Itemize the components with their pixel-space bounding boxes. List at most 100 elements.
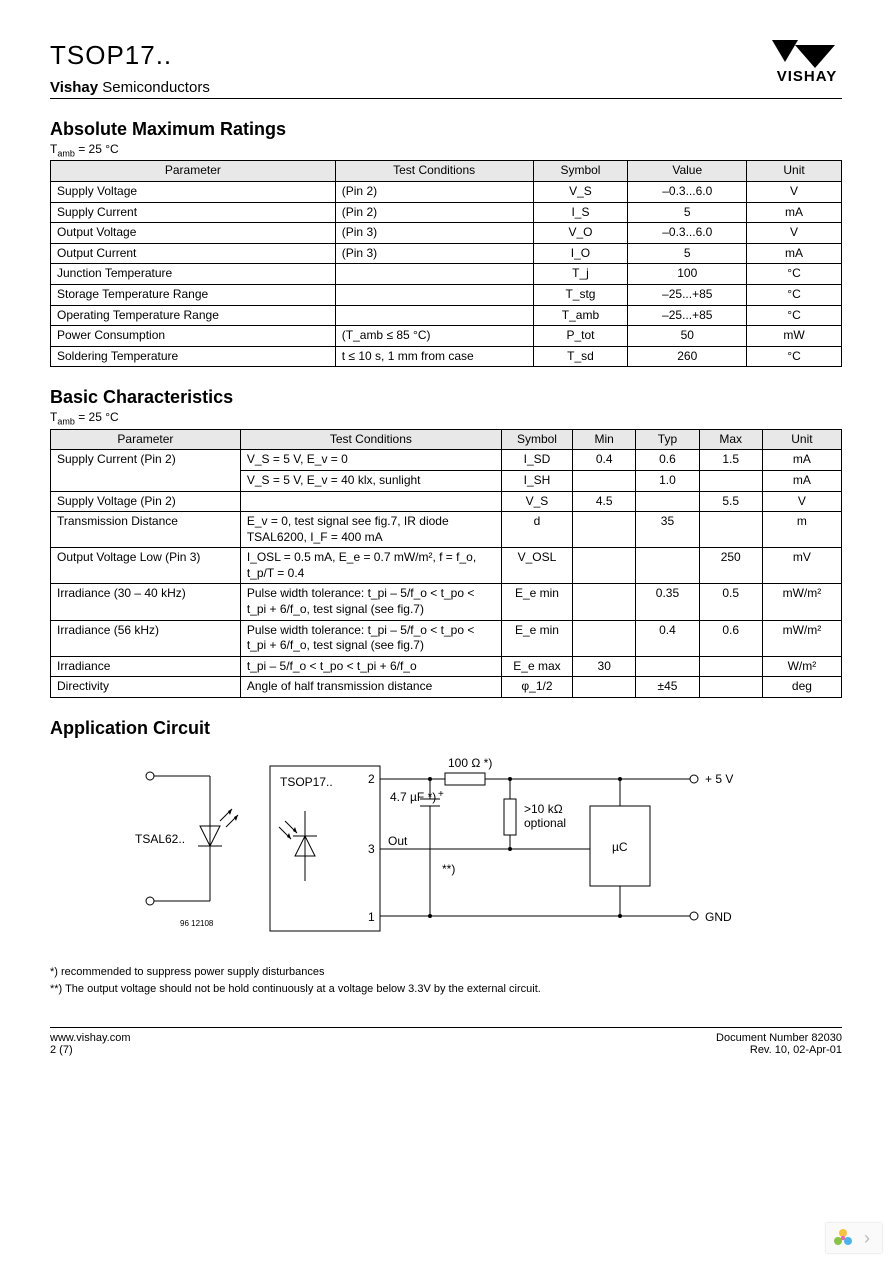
- page-header: TSOP17.. Vishay Semiconductors VISHAY: [50, 40, 842, 99]
- table-cell: I_SH: [501, 470, 572, 491]
- table-cell: °C: [747, 346, 842, 367]
- table-cell: 260: [628, 346, 747, 367]
- table-row: Supply Voltage(Pin 2)V_S–0.3...6.0V: [51, 181, 842, 202]
- section1-cond: Tamb = 25 °C: [50, 142, 842, 158]
- note-star-label: **): [442, 862, 455, 876]
- table-cell: mW/m²: [762, 584, 841, 620]
- gnd-label: GND: [705, 910, 732, 924]
- table-cell: t_pi – 5/f_o < t_po < t_pi + 6/f_o: [240, 656, 501, 677]
- table-cell: [699, 677, 762, 698]
- table-cell: Pulse width tolerance: t_pi – 5/f_o < t_…: [240, 584, 501, 620]
- flower-icon: [832, 1227, 854, 1249]
- table-cell: [335, 284, 533, 305]
- table-cell: [699, 470, 762, 491]
- table-cell: V_S = 5 V, E_v = 0: [240, 450, 501, 471]
- table-cell: 35: [636, 512, 699, 548]
- table-cell: °C: [747, 305, 842, 326]
- header-left: TSOP17.. Vishay Semiconductors: [50, 40, 210, 96]
- table-row: Power Consumption(T_amb ≤ 85 °C)P_tot50m…: [51, 326, 842, 347]
- table-cell: Transmission Distance: [51, 512, 241, 548]
- table-cell: V_S = 5 V, E_v = 40 klx, sunlight: [240, 470, 501, 491]
- table-cell: E_v = 0, test signal see fig.7, IR diode…: [240, 512, 501, 548]
- table-cell: [573, 584, 636, 620]
- table-cell: ±45: [636, 677, 699, 698]
- table-row: Irradiancet_pi – 5/f_o < t_po < t_pi + 6…: [51, 656, 842, 677]
- table-cell: Output Voltage: [51, 223, 336, 244]
- table-cell: °C: [747, 284, 842, 305]
- table-cell: φ_1/2: [501, 677, 572, 698]
- tsal-label: TSAL62..: [135, 832, 185, 846]
- v5-label: + 5 V: [705, 772, 733, 786]
- table-cell: E_e min: [501, 620, 572, 656]
- out-label: Out: [388, 834, 408, 848]
- table-row: Irradiance (56 kHz)Pulse width tolerance…: [51, 620, 842, 656]
- table-cell: 30: [573, 656, 636, 677]
- section2-title: Basic Characteristics: [50, 387, 842, 408]
- footer-rev: Rev. 10, 02-Apr-01: [716, 1044, 842, 1056]
- table-cell: mA: [747, 243, 842, 264]
- tsop-label: TSOP17..: [280, 775, 333, 789]
- brand-rest: Semiconductors: [102, 79, 210, 96]
- table-cell: 0.6: [699, 620, 762, 656]
- table-cell: I_OSL = 0.5 mA, E_e = 0.7 mW/m², f = f_o…: [240, 548, 501, 584]
- circuit-notes: *) recommended to suppress power supply …: [50, 964, 842, 997]
- table-cell: E_e max: [501, 656, 572, 677]
- th: Test Conditions: [335, 161, 533, 182]
- th: Test Conditions: [240, 429, 501, 450]
- table-cell: T_j: [533, 264, 628, 285]
- table-cell: Supply Current (Pin 2): [51, 450, 241, 491]
- table-cell: mW: [747, 326, 842, 347]
- table-cell: [573, 677, 636, 698]
- diagram-id: 96 12108: [180, 919, 214, 928]
- table-cell: 250: [699, 548, 762, 584]
- absolute-max-table: Parameter Test Conditions Symbol Value U…: [50, 160, 842, 367]
- table-row: Output Voltage Low (Pin 3)I_OSL = 0.5 mA…: [51, 548, 842, 584]
- table-row: Soldering Temperaturet ≤ 10 s, 1 mm from…: [51, 346, 842, 367]
- chevron-right-icon[interactable]: ›: [858, 1228, 876, 1249]
- table-cell: V_S: [533, 181, 628, 202]
- table-row: Output Current(Pin 3)I_O5mA: [51, 243, 842, 264]
- table-cell: V_OSL: [501, 548, 572, 584]
- table-cell: Output Current: [51, 243, 336, 264]
- table-cell: d: [501, 512, 572, 548]
- table-cell: 100: [628, 264, 747, 285]
- table-cell: E_e min: [501, 584, 572, 620]
- table-cell: V: [762, 491, 841, 512]
- table-cell: I_S: [533, 202, 628, 223]
- table-cell: 1.0: [636, 470, 699, 491]
- table-cell: Irradiance (30 – 40 kHz): [51, 584, 241, 620]
- table-cell: 1.5: [699, 450, 762, 471]
- table-row: Junction TemperatureT_j100°C: [51, 264, 842, 285]
- table-cell: V: [747, 223, 842, 244]
- table-cell: Junction Temperature: [51, 264, 336, 285]
- th: Min: [573, 429, 636, 450]
- th: Symbol: [533, 161, 628, 182]
- brand-bold: Vishay: [50, 79, 98, 96]
- table-cell: 4.5: [573, 491, 636, 512]
- table-cell: –0.3...6.0: [628, 223, 747, 244]
- r2-label: >10 kΩ: [524, 802, 563, 816]
- table-cell: [636, 548, 699, 584]
- table-cell: (Pin 2): [335, 202, 533, 223]
- table-cell: Angle of half transmission distance: [240, 677, 501, 698]
- pin2-label: 2: [368, 772, 375, 786]
- footer-right: Document Number 82030 Rev. 10, 02-Apr-01: [716, 1032, 842, 1056]
- table-header-row: Parameter Test Conditions Symbol Min Typ…: [51, 429, 842, 450]
- table-cell: [699, 656, 762, 677]
- table-cell: W/m²: [762, 656, 841, 677]
- application-circuit-diagram: TSAL62.. 96 12108 TSOP17.. 2 3 1 100 Ω *…: [50, 751, 842, 954]
- table-cell: 0.4: [573, 450, 636, 471]
- page-footer: www.vishay.com 2 (7) Document Number 820…: [50, 1027, 842, 1056]
- table-cell: [335, 305, 533, 326]
- table-cell: V_S: [501, 491, 572, 512]
- table-cell: [573, 512, 636, 548]
- table-cell: Supply Voltage: [51, 181, 336, 202]
- table-cell: (Pin 2): [335, 181, 533, 202]
- r1-label: 100 Ω *): [448, 756, 492, 770]
- table-cell: T_sd: [533, 346, 628, 367]
- nav-widget[interactable]: ›: [826, 1223, 882, 1253]
- footer-doc: Document Number 82030: [716, 1032, 842, 1044]
- pin3-label: 3: [368, 842, 375, 856]
- table-cell: m: [762, 512, 841, 548]
- table-cell: V: [747, 181, 842, 202]
